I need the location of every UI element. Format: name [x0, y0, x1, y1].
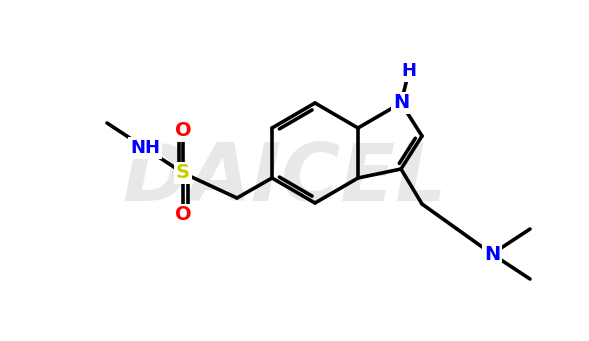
Text: O: O: [175, 206, 191, 224]
Text: N: N: [484, 244, 500, 264]
Text: DAICEL: DAICEL: [123, 140, 447, 218]
Text: N: N: [393, 93, 409, 113]
Text: O: O: [175, 121, 191, 140]
Text: NH: NH: [130, 139, 160, 157]
Text: S: S: [176, 163, 190, 182]
Text: H: H: [402, 62, 416, 80]
